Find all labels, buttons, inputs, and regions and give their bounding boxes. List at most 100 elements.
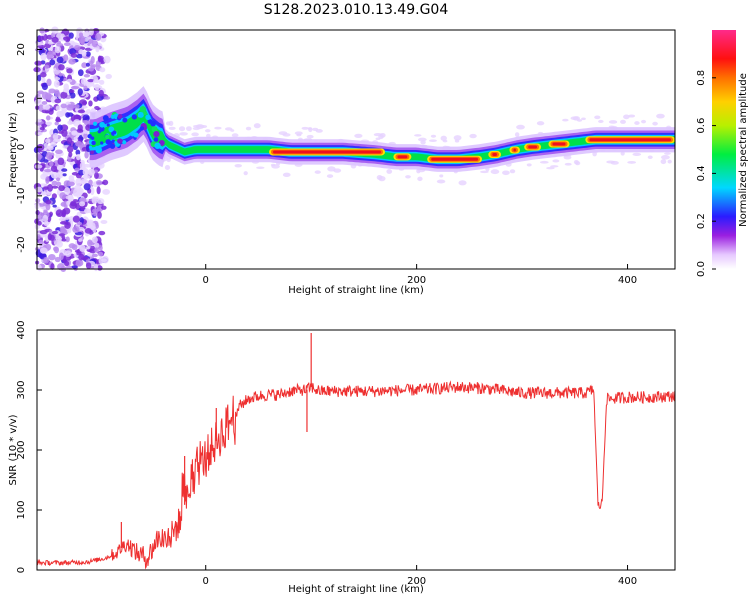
spectrogram-noise-cell: [64, 250, 72, 257]
spectrogram-noise-cell: [78, 238, 83, 242]
spectrogram-faint-cell: [608, 120, 618, 124]
colorbar-tick-label: 0.8: [696, 70, 707, 86]
spectrogram-faint-cell: [546, 166, 555, 170]
spectrogram-xlabel: Height of straight line (km): [288, 285, 424, 296]
spectrogram-blob: [122, 140, 127, 145]
spectrogram-blob: [139, 126, 145, 131]
spectrogram-noise-cell: [43, 256, 50, 264]
spectrogram-faint-cell: [375, 137, 381, 141]
spectrogram-noise-cell: [93, 263, 99, 272]
spectrogram-noise-cell: [48, 108, 54, 115]
spectrogram-noise-cell: [94, 171, 99, 180]
spectrogram-noise-cell: [59, 192, 67, 200]
spectrogram-noise-cell: [83, 183, 91, 191]
spectrogram-noise-cell: [82, 168, 89, 176]
spectrogram-noise-cell: [43, 221, 50, 227]
spectrogram-noise-cell: [99, 79, 105, 85]
spectrogram-blob: [151, 126, 158, 133]
spectrogram-faint-cell: [430, 134, 437, 138]
spectrogram-noise-cell: [46, 78, 52, 87]
spectrogram-faint-cell: [294, 131, 303, 135]
spectrogram-faint-cell: [326, 174, 334, 178]
spectrogram-noise-cell: [68, 151, 73, 158]
spectrogram-faint-cell: [436, 179, 446, 184]
spectrogram-noise-cell: [86, 245, 91, 250]
spectrogram-noise-cell: [54, 77, 61, 81]
spectrogram-blob: [88, 145, 93, 149]
spectrogram-blob: [110, 114, 115, 119]
spectrogram-faint-cell: [379, 132, 386, 138]
spectrogram-noise-cell: [80, 178, 87, 185]
spectrogram-noise-cell: [65, 195, 74, 200]
spectrogram-noise-cell: [61, 212, 66, 218]
spectrogram-noise-cell: [47, 233, 52, 241]
spectrogram-faint-cell: [469, 133, 477, 139]
spectrogram-noise-cell: [55, 152, 61, 159]
colorbar-tick-label: 0.4: [696, 165, 707, 181]
spectrogram-hot-core: [513, 148, 516, 152]
spectrogram-hot-core: [589, 138, 671, 142]
spectrogram-noise-cell: [100, 219, 108, 224]
spectrogram-noise-cell: [96, 186, 101, 195]
spectrogram-noise-cell: [84, 208, 91, 214]
spectrogram-noise-cell: [38, 104, 44, 112]
spectrogram-noise-cell: [52, 230, 59, 235]
spectrogram-noise-cell: [66, 68, 73, 74]
spectrogram-faint-cell: [660, 159, 667, 165]
spectrogram-faint-cell: [231, 133, 239, 138]
spectrogram-noise-cell: [35, 198, 41, 203]
spectrogram-noise-cell: [60, 91, 68, 99]
spectrogram-noise-cell: [37, 131, 43, 136]
spectrogram-faint-cell: [652, 121, 658, 126]
spectrogram-noise-cell: [68, 243, 76, 249]
spectrogram-noise-cell: [74, 167, 81, 172]
spectrogram-faint-cell: [552, 159, 560, 163]
spectrogram-blob: [95, 146, 103, 154]
spectrogram-noise-cell: [46, 51, 54, 59]
spectrogram-noise-cell: [93, 242, 100, 249]
spectrogram-noise-cell: [44, 110, 50, 114]
spectrogram-faint-cell: [378, 176, 386, 182]
spectrogram-noise-cell: [36, 118, 42, 123]
spectrogram-noise-cell: [41, 77, 46, 83]
spectrogram-noise-cell: [75, 178, 82, 186]
spectrogram-noise-cell: [58, 64, 65, 71]
spectrogram-faint-cell: [634, 121, 640, 125]
spectrogram-noise-cell: [56, 110, 65, 118]
spectrogram-noise-cell: [78, 253, 85, 261]
spectrogram-xtick-label: 400: [618, 275, 637, 286]
spectrogram-noise-cell: [91, 196, 98, 205]
spectrogram-noise-cell: [63, 54, 69, 62]
spectrogram-faint-cell: [179, 132, 188, 136]
spectrogram-faint-cell: [454, 139, 460, 143]
spectrogram-noise-cell: [50, 263, 55, 270]
spectrogram-noise-cell: [35, 41, 44, 46]
spectrogram-noise-cell: [51, 193, 57, 199]
colorbar-tick-label: 0.0: [696, 261, 707, 277]
spectrogram-blob: [99, 121, 105, 128]
spectrogram-blob: [133, 132, 139, 138]
spectrogram-noise-cell: [62, 173, 67, 177]
spectrogram-noise-cell: [40, 52, 47, 61]
spectrogram-blob: [111, 139, 115, 143]
spectrogram-faint-cell: [667, 159, 672, 164]
spectrogram-noise-cell: [61, 129, 68, 137]
spectrogram-noise-cell: [51, 36, 59, 43]
spectrogram-noise-cell: [79, 201, 86, 207]
spectrogram-faint-cell: [526, 163, 532, 167]
spectrogram-noise-cell: [42, 104, 51, 110]
spectrogram-noise-cell: [84, 227, 92, 234]
spectrogram-noise-cell: [102, 255, 109, 264]
spectrogram-noise-cell: [53, 80, 60, 88]
spectrogram-noise-cell: [59, 226, 66, 233]
spectrogram-noise-cell: [102, 179, 109, 186]
spectrogram-noise-cell: [72, 215, 80, 223]
spectrogram-faint-cell: [354, 133, 363, 138]
spectrogram-noise-cell: [95, 180, 102, 186]
spectrogram-noise-cell: [39, 247, 48, 254]
spectrogram-noise-cell: [77, 109, 86, 114]
spectrogram-noise-cell: [97, 55, 102, 63]
spectrogram-noise-cell: [76, 221, 83, 226]
spectrogram-noise-cell: [62, 207, 71, 215]
spectrogram-faint-cell: [539, 160, 549, 164]
